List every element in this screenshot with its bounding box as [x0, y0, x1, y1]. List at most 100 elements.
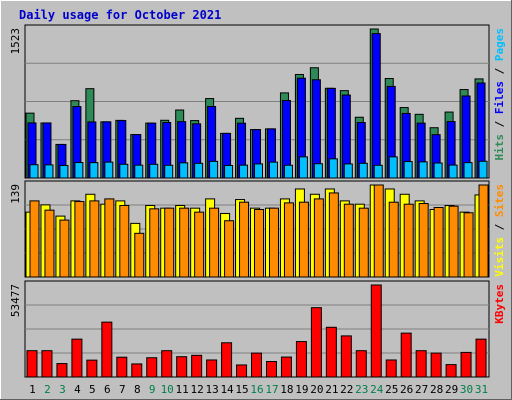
bar-pages — [478, 160, 488, 179]
x-tick-label: 27 — [415, 383, 428, 396]
bar-kbytes — [251, 352, 263, 378]
series-legend: Hits / Files / Pages — [493, 28, 506, 161]
bar-kbytes — [475, 338, 487, 378]
bar-sites — [254, 208, 265, 278]
bar-sites — [283, 202, 294, 278]
bar-kbytes — [415, 350, 427, 378]
x-tick-label: 28 — [430, 383, 443, 396]
bar-sites — [209, 207, 220, 278]
bar-kbytes — [56, 363, 68, 378]
bar-kbytes — [430, 352, 442, 378]
bar-sites — [119, 205, 130, 278]
bar-pages — [388, 156, 398, 179]
bar-kbytes — [265, 361, 277, 378]
series-pages — [29, 156, 488, 179]
x-tick-label: 17 — [265, 383, 278, 396]
bar-pages — [328, 158, 338, 179]
x-tick-label: 3 — [59, 383, 66, 396]
bar-sites — [224, 220, 235, 278]
bar-sites — [104, 198, 115, 278]
x-tick-label: 5 — [89, 383, 96, 396]
x-tick-label: 21 — [325, 383, 338, 396]
x-tick-label: 20 — [310, 383, 323, 396]
x-tick-label: 16 — [250, 383, 263, 396]
bar-pages — [209, 160, 219, 179]
bar-pages — [74, 162, 84, 179]
x-tick-label: 30 — [460, 383, 473, 396]
legend-entry: Hits — [493, 134, 506, 161]
bar-kbytes — [325, 326, 337, 378]
panel-requests: 1523 Hits / Files / Pages — [9, 24, 506, 179]
x-tick-label: 13 — [205, 383, 218, 396]
bar-pages — [89, 162, 99, 179]
bar-kbytes — [236, 364, 248, 378]
bar-pages — [418, 161, 428, 179]
series-files — [27, 33, 486, 179]
bar-sites — [418, 203, 429, 278]
x-tick-label: 25 — [385, 383, 398, 396]
bar-sites — [373, 184, 384, 278]
panel-volume: 53477 KBytes — [9, 280, 506, 378]
legend-entry: KBytes — [493, 284, 506, 324]
bar-pages — [373, 164, 383, 179]
bar-sites — [463, 212, 474, 278]
series-legend: KBytes — [493, 284, 506, 324]
bar-sites — [313, 198, 324, 278]
x-tick-label: 9 — [149, 383, 156, 396]
bar-pages — [134, 164, 144, 179]
bar-kbytes — [295, 341, 307, 378]
x-tick-label: 31 — [475, 383, 488, 396]
bar-kbytes — [71, 338, 83, 378]
bar-pages — [298, 156, 308, 179]
x-tick-label: 14 — [220, 383, 234, 396]
bar-kbytes — [161, 350, 173, 378]
bar-sites — [328, 192, 339, 278]
y-max-label: 53477 — [9, 284, 22, 317]
bar-pages — [433, 162, 443, 179]
chart-panels: 1523 Hits / Files / Pages 139 Visits / Site… — [9, 24, 506, 378]
x-tick-label: 8 — [134, 383, 141, 396]
x-tick-label: 19 — [295, 383, 308, 396]
y-max-label: 1523 — [9, 28, 22, 55]
bar-kbytes — [385, 359, 397, 378]
bar-kbytes — [310, 307, 322, 378]
x-tick-label: 4 — [74, 383, 81, 396]
bar-sites — [433, 207, 444, 278]
bar-kbytes — [400, 332, 412, 378]
legend-entry: Files — [493, 81, 506, 114]
bar-kbytes — [460, 351, 472, 378]
bar-sites — [164, 207, 175, 278]
bar-pages — [104, 161, 114, 179]
bar-kbytes — [86, 359, 98, 378]
bar-kbytes — [340, 335, 352, 378]
bar-pages — [448, 164, 458, 179]
bar-kbytes — [370, 284, 382, 378]
bar-files — [371, 33, 381, 179]
bar-pages — [313, 163, 323, 179]
bar-kbytes — [146, 357, 158, 378]
bar-sites — [358, 207, 369, 278]
bar-sites — [29, 200, 40, 278]
bar-sites — [478, 184, 489, 278]
x-tick-label: 12 — [191, 383, 204, 396]
bar-sites — [134, 232, 145, 278]
bar-sites — [343, 203, 354, 278]
bar-pages — [254, 163, 264, 179]
series-sites — [29, 184, 489, 278]
bar-pages — [403, 161, 413, 179]
x-tick-label: 29 — [445, 383, 458, 396]
bar-sites — [194, 211, 205, 278]
bar-kbytes — [280, 356, 292, 378]
bar-kbytes — [355, 350, 367, 378]
bar-sites — [239, 201, 250, 278]
series-legend: Visits / Sites — [493, 184, 506, 277]
bar-kbytes — [41, 350, 53, 378]
bar-pages — [59, 164, 69, 179]
bar-pages — [149, 163, 159, 179]
bar-pages — [44, 164, 54, 179]
y-max-label: 139 — [9, 184, 22, 204]
bar-sites — [149, 208, 160, 278]
legend-entry: Sites — [493, 184, 506, 217]
legend-entry: / — [493, 61, 506, 81]
